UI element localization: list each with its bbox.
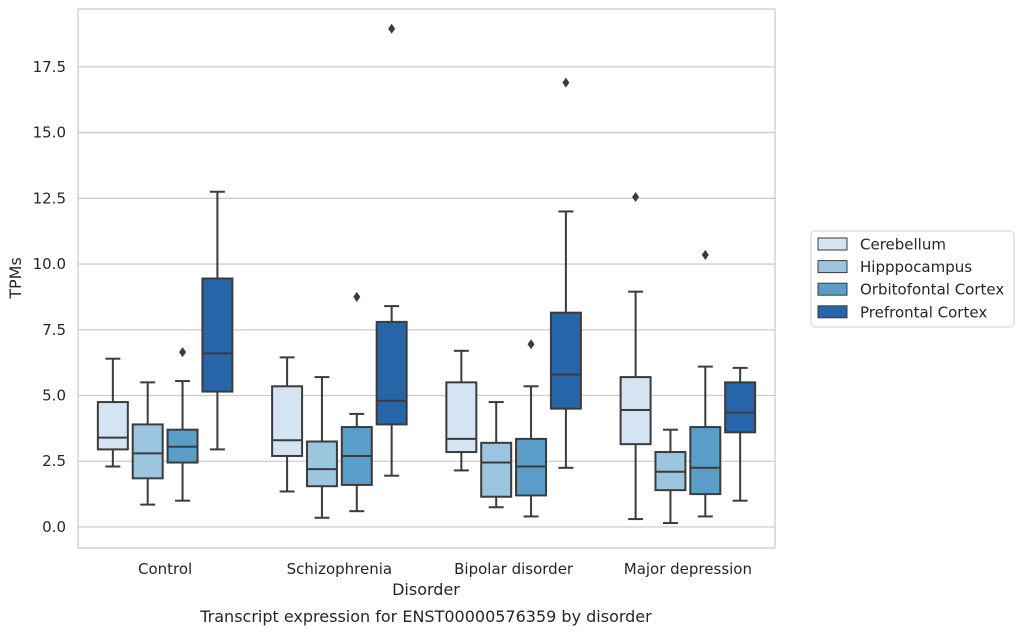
legend-frame (810, 230, 1015, 328)
outlier-point (388, 23, 396, 34)
outlier-point (179, 347, 187, 358)
y-tick-label: 15.0 (33, 124, 66, 142)
y-tick-label: 17.5 (33, 58, 66, 76)
legend-swatch (817, 305, 848, 319)
box (166, 347, 199, 502)
box-series-cerebellum (96, 191, 652, 521)
box-body (131, 423, 164, 480)
box-series-hipppocampus (131, 376, 687, 525)
x-tick-label: Control (138, 560, 192, 578)
x-tick-label: Schizophrenia (287, 560, 392, 578)
outlier-point (353, 291, 361, 302)
box-body (480, 441, 513, 498)
outlier-point (562, 77, 570, 88)
box (619, 191, 652, 521)
y-tick-label: 7.5 (42, 321, 66, 339)
x-tick-labels: Control Schizophrenia Bipolar disorder Majo… (138, 560, 752, 578)
outlier-point (701, 249, 709, 260)
box-body (724, 381, 757, 434)
y-tick-label: 2.5 (42, 452, 66, 470)
box (131, 381, 164, 506)
box-body (549, 311, 582, 410)
box (689, 249, 722, 518)
y-tick-label: 12.5 (33, 189, 66, 207)
x-tick-label: Bipolar disorder (454, 560, 574, 578)
box-body (201, 277, 234, 393)
legend-label: Hipppocampus (860, 258, 972, 276)
box-body (689, 426, 722, 496)
legend: Cerebellum Hipppocampus Orbitofontal Corte… (810, 230, 1015, 328)
box-series-prefrontal-cortex (201, 23, 757, 502)
box (654, 428, 687, 525)
chart-caption: Transcript expression for ENST0000057635… (199, 607, 652, 626)
box-series (96, 23, 757, 525)
box (340, 291, 373, 513)
box (201, 190, 234, 451)
legend-swatch (817, 237, 848, 251)
outlier-point (632, 191, 640, 202)
box-series-orbitofontal-cortex (166, 249, 722, 518)
box-body (271, 385, 304, 457)
y-tick-label: 0.0 (42, 518, 66, 536)
box (445, 349, 478, 472)
legend-label: Cerebellum (860, 236, 946, 254)
box (515, 339, 548, 518)
box (96, 357, 129, 468)
box-body (305, 440, 338, 488)
plot-frame (77, 8, 776, 549)
y-tick-label: 10.0 (33, 255, 66, 273)
legend-label: Prefrontal Cortex (860, 303, 987, 321)
box (375, 23, 408, 477)
legend-swatch (817, 282, 848, 296)
box-body (96, 401, 129, 451)
y-tick-label: 5.0 (42, 387, 66, 405)
box (549, 77, 582, 469)
box (271, 356, 304, 493)
box-body (375, 320, 408, 426)
y-axis-label: TPMs (6, 257, 25, 300)
outlier-point (527, 339, 535, 350)
y-tick-labels: 0.0 2.5 5.0 7.5 10.0 12.5 15.0 17.5 (33, 58, 66, 536)
x-tick-label: Major depression (624, 560, 752, 578)
legend-swatch (817, 260, 848, 274)
legend-label: Orbitofontal Cortex (860, 281, 1004, 299)
x-axis-label: Disorder (392, 580, 460, 599)
box (305, 376, 338, 519)
box (480, 401, 513, 509)
box-body (445, 381, 478, 454)
box (724, 366, 757, 502)
